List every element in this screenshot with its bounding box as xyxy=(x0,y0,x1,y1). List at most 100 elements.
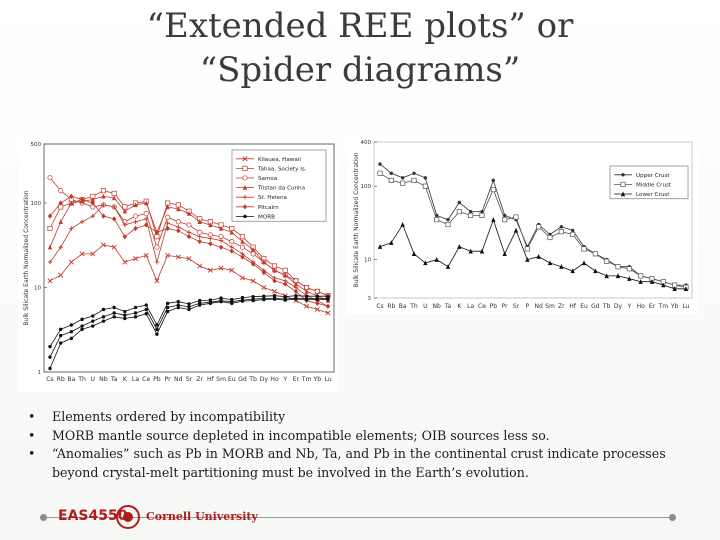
x-tick-label: Rb xyxy=(387,303,395,310)
data-point xyxy=(593,268,598,274)
bullet-dot: • xyxy=(28,427,36,443)
data-point xyxy=(559,225,564,229)
series-line xyxy=(379,218,686,290)
data-point xyxy=(570,268,575,274)
data-point xyxy=(229,229,234,235)
data-point xyxy=(272,294,277,298)
data-point xyxy=(133,202,138,208)
data-point xyxy=(445,264,451,269)
y-tick-label: 3 xyxy=(368,296,372,302)
data-point xyxy=(239,275,245,281)
data-point xyxy=(58,200,63,206)
data-point xyxy=(112,315,116,319)
data-point xyxy=(272,278,277,284)
data-point xyxy=(143,252,149,258)
footer-right-dot xyxy=(669,514,676,521)
x-tick-label: Pb xyxy=(490,303,498,310)
data-point xyxy=(229,267,235,273)
x-tick-label: Cs xyxy=(46,376,54,383)
data-point xyxy=(208,298,213,302)
data-point xyxy=(58,272,64,278)
data-point xyxy=(197,298,202,303)
data-point xyxy=(132,213,139,219)
data-point xyxy=(314,306,320,312)
data-point xyxy=(197,219,202,224)
plot-frame xyxy=(373,141,693,299)
oib-morb-spider-diagram: Bulk Silicate Earth Normalized Concentra… xyxy=(18,136,338,392)
data-point xyxy=(111,190,117,196)
legend-marker xyxy=(242,204,248,210)
series-line xyxy=(379,163,686,286)
x-tick-label: Rb xyxy=(57,376,65,383)
cornell-seal-icon xyxy=(116,505,140,529)
data-point xyxy=(536,224,542,230)
data-point xyxy=(197,301,202,306)
data-point xyxy=(304,303,310,309)
x-tick-labels: Cs Rb Ba Th U Nb Ta K La Ce Pb Pr Sr P Nd Sm Zr Hf Eu Gd Tb D… xyxy=(376,303,689,310)
data-point xyxy=(122,208,128,214)
x-tick-label: K xyxy=(123,376,128,383)
data-point xyxy=(592,251,598,257)
data-point xyxy=(251,294,255,299)
data-point xyxy=(411,251,417,257)
data-point xyxy=(479,212,485,218)
data-point xyxy=(69,329,74,334)
data-point xyxy=(547,234,553,241)
y-tick-label: 500 xyxy=(31,142,42,148)
data-point xyxy=(79,251,85,257)
x-tick-label: La xyxy=(467,303,474,310)
data-point xyxy=(176,299,181,304)
data-point xyxy=(144,216,149,222)
data-point xyxy=(165,252,171,258)
legend-marker xyxy=(620,191,626,197)
x-tick-label: Tm xyxy=(301,376,312,383)
slide-title: “Extended REE plots” or “Spider diagrams… xyxy=(0,4,720,92)
data-point xyxy=(304,288,309,294)
x-tick-label: Dy xyxy=(260,376,269,383)
data-point xyxy=(326,294,330,298)
data-point xyxy=(100,242,106,248)
data-point xyxy=(91,324,95,328)
data-point xyxy=(570,231,576,238)
bullet-text: MORB mantle source depleted in incompati… xyxy=(52,427,550,443)
x-tick-label: Ho xyxy=(637,303,646,310)
data-point xyxy=(186,234,192,240)
data-point xyxy=(262,296,266,301)
data-point xyxy=(79,219,85,224)
data-point xyxy=(154,234,160,240)
legend-box xyxy=(231,149,327,222)
data-point xyxy=(218,244,224,250)
data-point xyxy=(422,183,428,189)
x-tick-label: Th xyxy=(409,303,418,310)
data-point xyxy=(101,315,106,319)
data-point xyxy=(513,227,519,233)
data-point xyxy=(144,311,148,316)
data-point xyxy=(47,175,53,181)
y-tick-label: 10 xyxy=(364,258,371,264)
data-point xyxy=(672,286,677,292)
data-point xyxy=(559,264,564,269)
data-point xyxy=(91,314,95,318)
data-point xyxy=(581,246,587,252)
data-point xyxy=(176,228,181,234)
data-point xyxy=(100,188,107,194)
data-point xyxy=(69,226,74,231)
data-point xyxy=(197,263,203,269)
x-tick-label: Nd xyxy=(535,303,543,310)
x-tick-label: Ta xyxy=(110,376,118,383)
legend-label: Tahaa, Society Is. xyxy=(257,166,307,172)
data-point xyxy=(250,247,256,252)
x-tick-label: Gd xyxy=(591,303,600,310)
data-point xyxy=(122,234,128,240)
data-point xyxy=(144,307,148,312)
data-point xyxy=(154,244,160,250)
legend-label: Middle Crust xyxy=(636,182,672,188)
data-point xyxy=(581,260,587,266)
legend-label: Pitcairn xyxy=(258,205,279,211)
data-point xyxy=(80,317,84,322)
data-point xyxy=(229,248,234,254)
data-point xyxy=(457,244,462,249)
data-point xyxy=(68,259,74,265)
data-point xyxy=(282,267,288,273)
data-point xyxy=(80,327,84,332)
